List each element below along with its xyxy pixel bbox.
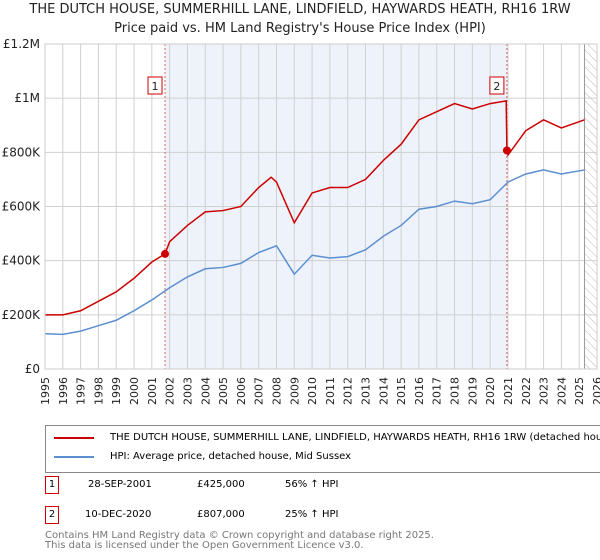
x-tick-label: 2026 — [591, 377, 600, 405]
x-tick-label: 1999 — [110, 377, 123, 405]
x-tick-label: 2002 — [164, 377, 177, 405]
sale-marker: 2 — [45, 506, 59, 524]
x-tick-label: 2014 — [377, 377, 390, 405]
sale-date: 10-DEC-2020 — [85, 509, 152, 520]
x-tick-label: 2013 — [360, 377, 373, 405]
x-tick-label: 1998 — [92, 377, 105, 405]
sale-price: £425,000 — [197, 479, 245, 490]
legend-hpi: HPI: Average price, detached house, Mid … — [110, 451, 352, 462]
y-tick-label: £800K — [2, 145, 42, 159]
hpi-line — [44, 169, 585, 336]
price-chart: 1995 1996 1997 1998 1999 2000 2001 2002 2003 2004… — [2, 37, 600, 405]
x-tick-label: 2001 — [146, 377, 159, 405]
sale-row: 2 10-DEC-2020 £807,000 25% ↑ HPI — [45, 506, 545, 524]
property-price-line — [45, 99, 585, 316]
chart-title: THE DUTCH HOUSE, SUMMERHILL LANE, LINDFI… — [29, 2, 571, 17]
x-tick-label: 2011 — [324, 377, 337, 405]
x-tick-label: 2024 — [555, 377, 568, 405]
x-tick-label: 2019 — [466, 377, 479, 405]
x-tick-label: 2023 — [538, 377, 551, 405]
x-tick-label: 2003 — [181, 377, 194, 405]
x-tick-label: 1996 — [57, 377, 70, 405]
x-tick-label: 2009 — [288, 377, 301, 405]
sale-hpi: 56% ↑ HPI — [285, 479, 339, 490]
legend: THE DUTCH HOUSE, SUMMERHILL LANE, LINDFI… — [45, 425, 600, 473]
x-tick-label: 2007 — [253, 377, 266, 405]
x-tick-label: 1995 — [39, 377, 52, 405]
y-tick-label: £400K — [2, 254, 42, 268]
x-tick-label: 2004 — [199, 377, 212, 405]
x-tick-label: 2021 — [502, 377, 515, 405]
y-tick-label: £200K — [2, 308, 42, 322]
x-tick-label: 2006 — [235, 377, 248, 405]
sale-date: 28-SEP-2001 — [88, 479, 152, 490]
x-tick-label: 2008 — [270, 377, 283, 405]
sale-marker: 1 — [45, 476, 59, 494]
y-tick-label: £1M — [14, 91, 40, 105]
sale-marker-box — [489, 76, 505, 95]
footer-line-2: This data is licensed under the Open Gov… — [45, 540, 364, 551]
legend-property: THE DUTCH HOUSE, SUMMERHILL LANE, LINDFI… — [110, 432, 600, 443]
x-tick-label: 2016 — [413, 377, 426, 405]
y-tick-label: £0 — [25, 362, 40, 376]
x-tick-label: 2025 — [573, 377, 586, 405]
x-tick-label: 2010 — [306, 377, 319, 405]
sale-marker-label: 2 — [493, 80, 500, 93]
footer: Contains HM Land Registry data © Crown c… — [45, 531, 434, 551]
footer-line-1: Contains HM Land Registry data © Crown c… — [45, 530, 434, 541]
x-tick-label: 2005 — [217, 377, 230, 405]
sale-marker-label: 1 — [152, 80, 159, 93]
chart-subtitle: Price paid vs. HM Land Registry's House … — [114, 21, 486, 36]
y-tick-label: £600K — [2, 200, 42, 214]
sale-point — [502, 146, 511, 155]
x-tick-label: 2018 — [449, 377, 462, 405]
sale-price: £807,000 — [197, 509, 245, 520]
x-tick-label: 2015 — [395, 377, 408, 405]
x-tick-label: 1997 — [75, 377, 88, 405]
sale-point — [161, 249, 170, 258]
sale-marker-box — [147, 76, 163, 95]
x-tick-label: 2012 — [342, 377, 355, 405]
x-tick-label: 2017 — [431, 377, 444, 405]
y-tick-label: £1.2M — [3, 37, 40, 51]
sale-row: 1 28-SEP-2001 £425,000 56% ↑ HPI — [45, 476, 545, 494]
x-tick-label: 2000 — [128, 377, 141, 405]
legend-blue-line — [54, 455, 94, 458]
legend-red-line — [54, 436, 94, 439]
plot-border — [44, 43, 598, 370]
sale-hpi: 25% ↑ HPI — [285, 509, 339, 520]
x-tick-label: 2020 — [484, 377, 497, 405]
x-tick-label: 2022 — [520, 377, 533, 405]
